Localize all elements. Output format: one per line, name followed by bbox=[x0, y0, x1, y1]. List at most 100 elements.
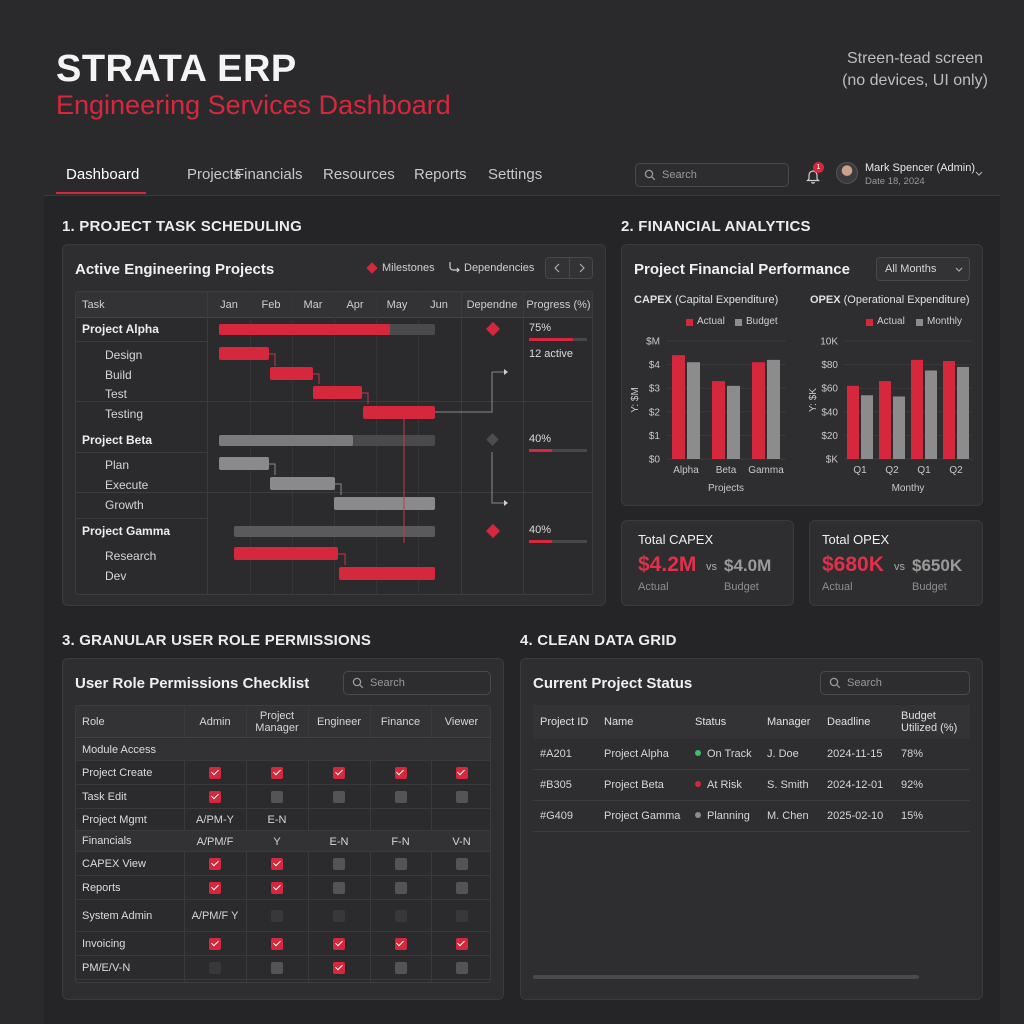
capex-bar-budget[interactable] bbox=[687, 362, 700, 459]
permission-checkbox[interactable] bbox=[333, 791, 345, 803]
capex-bar-actual[interactable] bbox=[752, 362, 765, 459]
permission-checkbox[interactable] bbox=[209, 791, 221, 803]
permission-checkbox[interactable] bbox=[209, 882, 221, 894]
table-row[interactable]: #A201 Project Alpha On Track J. Doe 2024-11-… bbox=[533, 739, 970, 770]
gantt-bar-execute[interactable] bbox=[270, 477, 335, 490]
permission-checkbox[interactable] bbox=[394, 938, 407, 950]
section-title-scheduling: 1. PROJECT TASK SCHEDULING bbox=[62, 218, 302, 235]
grid-cell-status: At Risk bbox=[695, 770, 742, 801]
permission-checkbox[interactable] bbox=[271, 882, 283, 894]
nav-settings[interactable]: Settings bbox=[488, 166, 543, 183]
nav-dashboard[interactable]: Dashboard bbox=[66, 166, 140, 183]
table-row[interactable]: #B305 Project Beta At Risk S. Smith 2024-12-… bbox=[533, 770, 970, 801]
total-opex-budget: $650K bbox=[912, 556, 963, 575]
nav-resources[interactable]: Resources bbox=[323, 166, 395, 183]
permission-checkbox[interactable] bbox=[333, 767, 345, 779]
avatar[interactable] bbox=[836, 162, 858, 184]
grid-cell-status: On Track bbox=[695, 739, 752, 770]
months-dropdown[interactable]: All Months bbox=[876, 257, 970, 281]
opex-bar-budget[interactable] bbox=[957, 366, 969, 459]
capex-bar-budget[interactable] bbox=[767, 359, 780, 459]
capex-title: CAPEX bbox=[634, 294, 672, 306]
permission-checkbox[interactable] bbox=[455, 882, 468, 894]
permission-checkbox[interactable] bbox=[394, 767, 407, 779]
gantt-bar-design[interactable] bbox=[219, 347, 269, 360]
total-opex-card: Total OPEX $680K vs $650K Actual Budget bbox=[809, 520, 983, 606]
nav-search-input[interactable]: Search bbox=[635, 163, 789, 187]
grid-scrollbar[interactable] bbox=[533, 975, 919, 979]
gantt-table: Task Jan Feb Mar Apr May Jun Dependne Pr… bbox=[75, 291, 593, 595]
permission-checkbox[interactable] bbox=[209, 962, 221, 974]
gantt-bar-test[interactable] bbox=[313, 386, 362, 399]
permission-checkbox[interactable] bbox=[455, 938, 468, 950]
capex-ytick: $3 bbox=[649, 384, 661, 395]
gantt-bar-growth[interactable] bbox=[334, 497, 435, 510]
permissions-row-label: Project Create bbox=[82, 767, 153, 779]
capex-xlabel: Projects bbox=[708, 483, 744, 494]
gantt-bar-plan[interactable] bbox=[219, 457, 269, 470]
opex-legend-monthly: Monthly bbox=[927, 316, 963, 327]
permission-checkbox[interactable] bbox=[455, 791, 468, 803]
gantt-bar-beta[interactable] bbox=[219, 435, 435, 446]
permission-checkbox[interactable] bbox=[333, 858, 345, 870]
permission-checkbox[interactable] bbox=[271, 791, 283, 803]
notifications-button[interactable]: 1 bbox=[804, 162, 824, 186]
opex-bar-actual[interactable] bbox=[911, 359, 923, 459]
opex-bar-budget[interactable] bbox=[861, 395, 873, 459]
permissions-row-label: Module Access bbox=[82, 744, 156, 756]
gantt-bar-build[interactable] bbox=[270, 367, 313, 380]
permission-checkbox[interactable] bbox=[394, 858, 407, 870]
permission-checkbox[interactable] bbox=[394, 882, 407, 894]
opex-xtick: Q1 bbox=[853, 465, 867, 476]
capex-bar-actual[interactable] bbox=[672, 355, 685, 459]
nav-financials[interactable]: Financials bbox=[235, 166, 303, 183]
permission-checkbox[interactable] bbox=[271, 910, 283, 922]
permission-checkbox[interactable] bbox=[271, 858, 283, 870]
nav-projects[interactable]: Projects bbox=[187, 166, 242, 183]
permission-checkbox[interactable] bbox=[209, 858, 221, 870]
permission-value: E-N bbox=[267, 814, 287, 826]
permissions-search-input[interactable]: Search bbox=[343, 671, 491, 695]
total-capex-budget-label: Budget bbox=[724, 581, 759, 593]
permission-checkbox[interactable] bbox=[271, 938, 283, 950]
permission-checkbox[interactable] bbox=[394, 791, 407, 803]
gantt-col-jun: Jun bbox=[430, 299, 448, 311]
permission-checkbox[interactable] bbox=[394, 910, 407, 922]
permission-checkbox[interactable] bbox=[209, 767, 221, 779]
capex-bar-budget[interactable] bbox=[727, 385, 740, 459]
permission-checkbox[interactable] bbox=[333, 910, 345, 922]
permission-checkbox[interactable] bbox=[455, 910, 468, 922]
permission-checkbox[interactable] bbox=[333, 962, 345, 974]
nav-reports[interactable]: Reports bbox=[414, 166, 467, 183]
gantt-next-button[interactable] bbox=[570, 258, 594, 278]
gantt-bar-research[interactable] bbox=[234, 547, 338, 560]
status-text: On Track bbox=[707, 748, 752, 760]
permission-checkbox[interactable] bbox=[333, 938, 345, 950]
permission-checkbox[interactable] bbox=[271, 767, 283, 779]
gantt-prev-button[interactable] bbox=[546, 258, 570, 278]
permission-checkbox[interactable] bbox=[394, 962, 407, 974]
permission-checkbox[interactable] bbox=[271, 962, 283, 974]
opex-bar-actual[interactable] bbox=[847, 385, 859, 459]
app-title: STRATA ERP bbox=[56, 48, 297, 90]
capex-bar-actual[interactable] bbox=[712, 381, 725, 459]
permission-checkbox[interactable] bbox=[333, 882, 345, 894]
permission-checkbox[interactable] bbox=[455, 767, 468, 779]
opex-bar-actual[interactable] bbox=[879, 381, 891, 459]
grid-search-input[interactable]: Search bbox=[820, 671, 970, 695]
gantt-bar-gamma[interactable] bbox=[234, 526, 435, 537]
opex-bar-budget[interactable] bbox=[893, 396, 905, 459]
opex-bar-actual[interactable] bbox=[943, 361, 955, 459]
chevron-down-icon[interactable] bbox=[975, 171, 983, 177]
progress-alpha-track bbox=[529, 338, 587, 341]
permission-checkbox[interactable] bbox=[455, 858, 468, 870]
opex-bar-budget[interactable] bbox=[925, 370, 937, 460]
permission-checkbox[interactable] bbox=[209, 938, 221, 950]
gantt-bar-dev[interactable] bbox=[339, 567, 435, 580]
table-row[interactable]: #G409 Project Gamma Planning M. Chen 2025-02… bbox=[533, 801, 970, 832]
gantt-bar-testing[interactable] bbox=[363, 406, 435, 419]
gantt-bar-alpha[interactable] bbox=[219, 324, 435, 335]
grid-cell-id: #A201 bbox=[540, 748, 572, 760]
permission-checkbox[interactable] bbox=[455, 962, 468, 974]
section-title-permissions: 3. GRANULAR USER ROLE PERMISSIONS bbox=[62, 632, 372, 649]
